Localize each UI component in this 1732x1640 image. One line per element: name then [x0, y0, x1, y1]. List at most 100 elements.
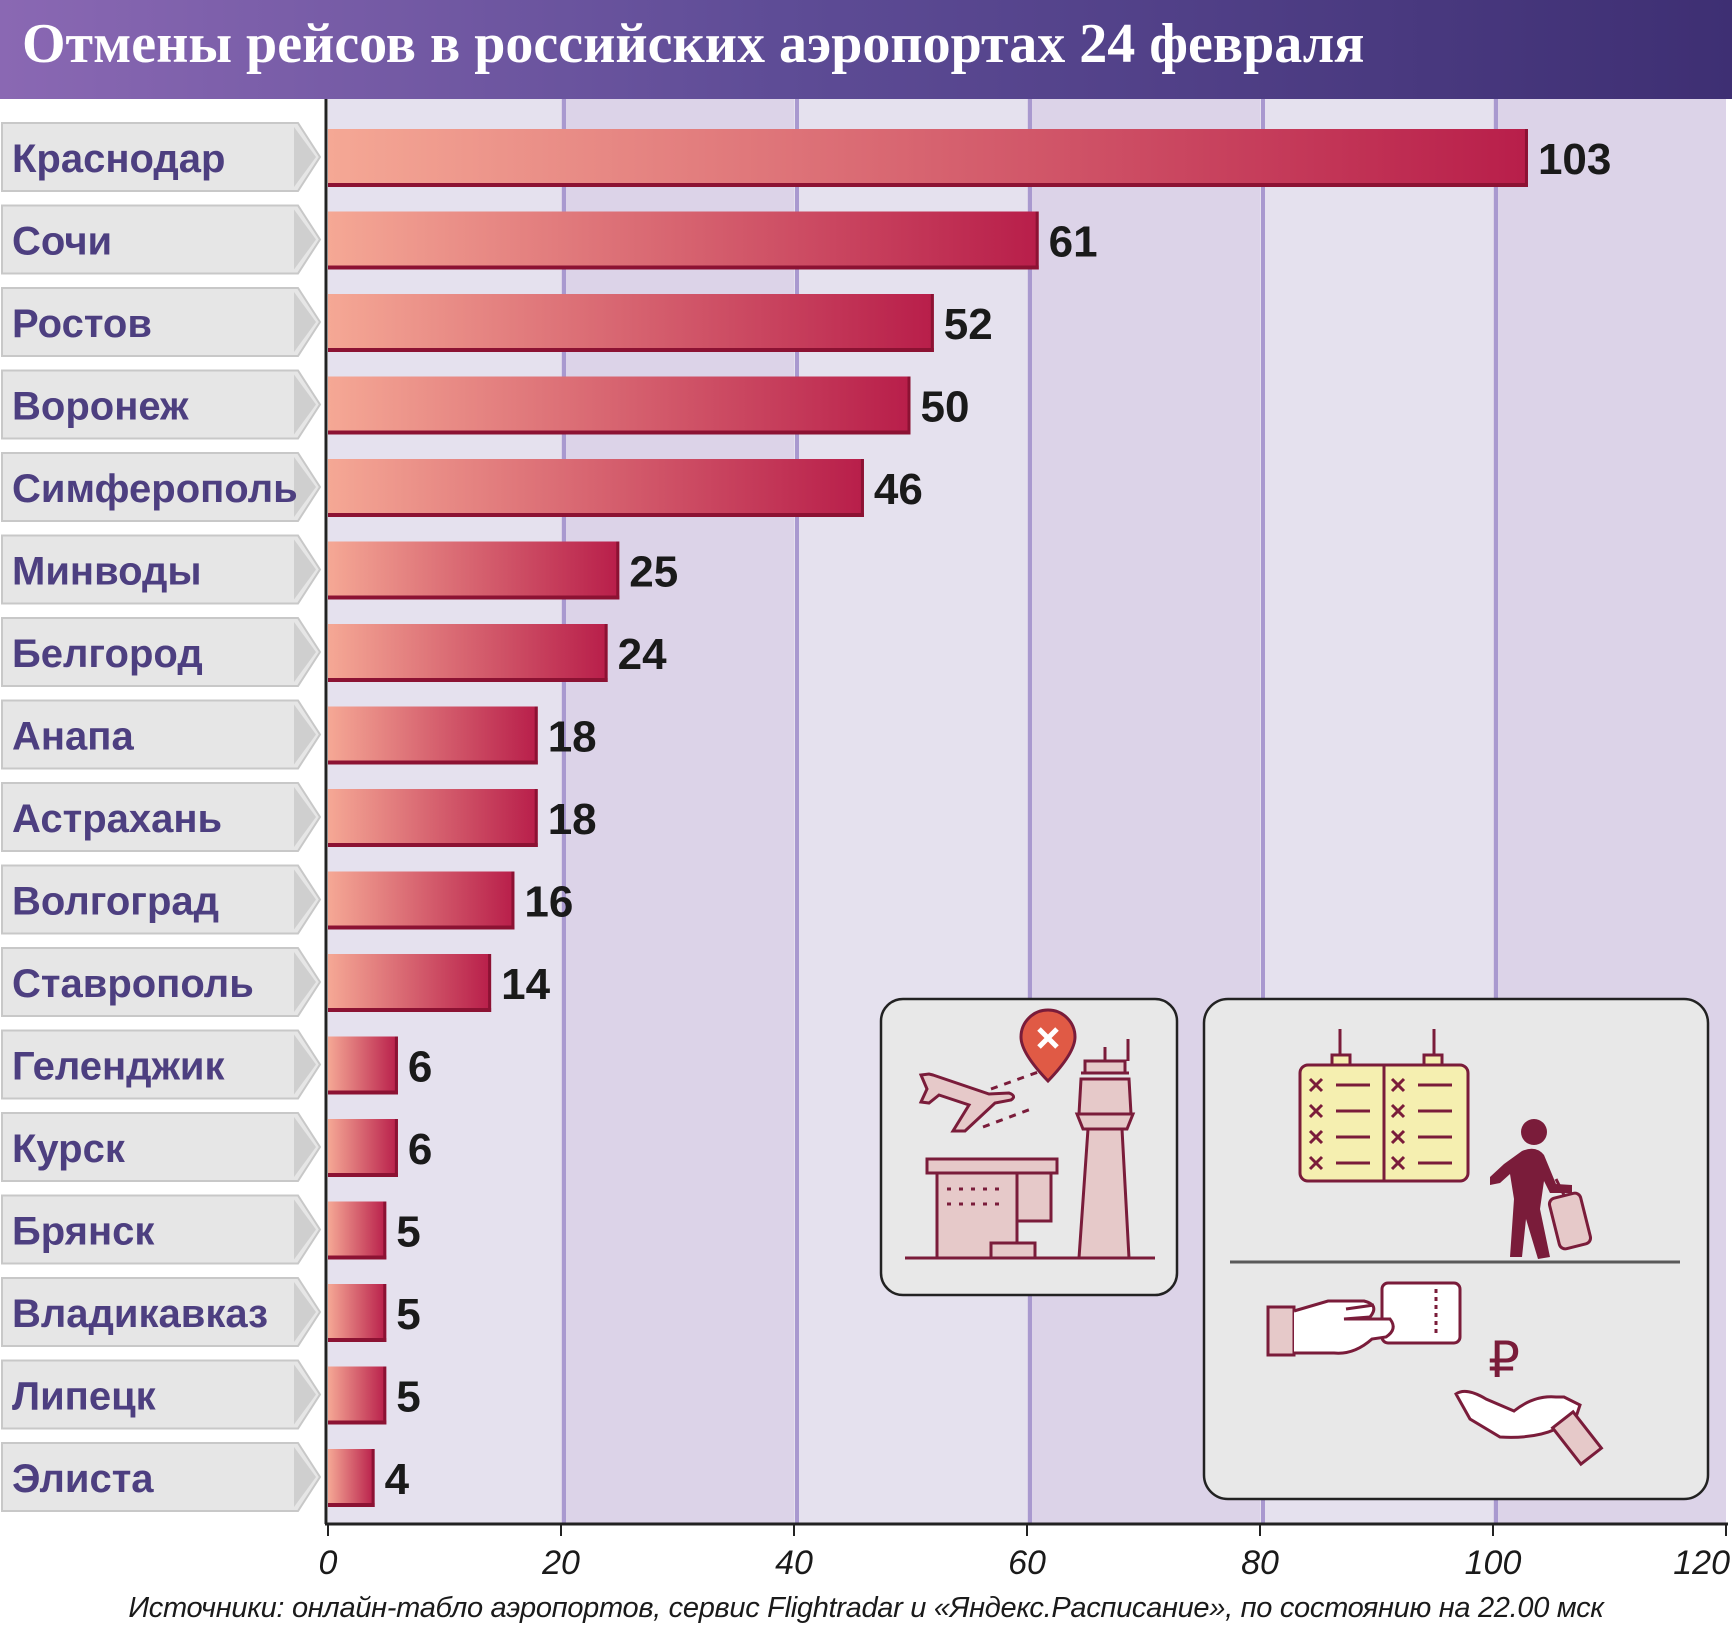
bar-shadow	[328, 1420, 387, 1425]
category-label-box	[1, 1277, 322, 1347]
bar	[328, 211, 1039, 270]
traveler-with-suitcase-icon	[1490, 1119, 1593, 1259]
value-label: 103	[1538, 135, 1611, 184]
bar-edge	[534, 789, 538, 847]
category-label-box	[1, 1029, 322, 1100]
category-label-box	[1, 1112, 322, 1182]
bars	[328, 129, 1528, 1507]
category-label-box	[1, 287, 322, 357]
label-box-arrow	[294, 457, 316, 517]
label-box-arrow	[294, 952, 316, 1012]
bar-edge	[616, 541, 620, 600]
category-label-box	[1, 204, 322, 275]
value-label: 5	[396, 1208, 420, 1257]
label-box-arrow	[294, 869, 316, 930]
category-label: Волгоград	[12, 880, 219, 924]
bar-edge	[1524, 129, 1528, 187]
label-box-arrow	[294, 622, 316, 682]
label-box-arrow	[294, 704, 316, 765]
category-label-boxes: Краснодар Сочи Ростов Воронеж Симферополь Мин…	[1, 122, 322, 1512]
value-label: 18	[548, 795, 597, 844]
category-label: Элиста	[12, 1457, 154, 1501]
bar	[328, 541, 620, 600]
chart: Краснодар Сочи Ростов Воронеж Симферополь Мин…	[1, 99, 1730, 1582]
title-bar: Отмены рейсов в российских аэропортах 24…	[0, 0, 1732, 99]
cancel-marker-icon	[1019, 1008, 1077, 1084]
category-label-box	[1, 122, 322, 192]
chart-title: Отмены рейсов в российских аэропортах 24…	[22, 13, 1365, 75]
category-label: Ростов	[12, 302, 152, 346]
category-label: Ставрополь	[12, 962, 254, 1006]
bar-edge	[383, 1201, 387, 1260]
airport-illustration-panel	[879, 997, 1179, 1297]
bar-shadow	[328, 513, 864, 517]
x-tick-label: 40	[775, 1544, 813, 1582]
bar-shadow	[328, 678, 608, 682]
ruble-symbol: ₽	[1488, 1331, 1520, 1389]
category-label-box	[1, 1442, 322, 1512]
bar-shadow	[328, 348, 934, 352]
bar-edge	[394, 1036, 398, 1095]
airplane-icon	[918, 1072, 1016, 1133]
label-box-arrow	[294, 1199, 316, 1260]
ticket-hand-icon	[1266, 1281, 1462, 1357]
value-label: 16	[524, 878, 573, 927]
bar-shadow	[328, 1503, 375, 1507]
value-label: 5	[396, 1373, 420, 1422]
bar	[328, 1119, 398, 1177]
label-box-arrow	[294, 209, 316, 270]
bar	[328, 459, 864, 517]
source-note: Источники: онлайн-табло аэропортов, серв…	[128, 1592, 1604, 1624]
category-label-box	[1, 782, 322, 852]
bar	[328, 789, 538, 847]
category-label-box	[1, 947, 322, 1017]
bar-edge	[511, 871, 515, 930]
bar-shadow	[328, 1255, 387, 1260]
bar-edge	[860, 459, 864, 517]
board-x-mark	[1390, 1077, 1406, 1093]
refund-hand-icon: ₽	[1454, 1331, 1604, 1467]
bar	[328, 129, 1528, 187]
bar-shadow	[328, 1008, 492, 1012]
value-label: 6	[408, 1125, 432, 1174]
bar-edge	[534, 706, 538, 765]
board-x-mark	[1308, 1077, 1324, 1093]
category-label: Брянск	[12, 1210, 155, 1254]
value-label: 46	[874, 465, 923, 514]
terminal-building-icon	[925, 1157, 1059, 1260]
x-tick-label: 80	[1241, 1544, 1279, 1582]
value-label: 52	[944, 300, 993, 349]
value-label: 24	[618, 630, 667, 679]
bar-shadow	[328, 760, 538, 765]
category-label: Курск	[12, 1127, 126, 1171]
bar	[328, 1201, 387, 1260]
refund-illustration-panel: ₽	[1202, 997, 1710, 1501]
category-label-box	[1, 534, 322, 605]
board-x-mark	[1390, 1129, 1406, 1145]
value-label: 4	[385, 1455, 410, 1504]
bar-edge	[604, 624, 608, 682]
x-tick-label: 120	[1673, 1544, 1730, 1582]
category-label: Симферополь	[12, 467, 298, 511]
bar	[328, 706, 538, 765]
value-label: 18	[548, 713, 597, 762]
category-label-box	[1, 1359, 322, 1430]
value-label: 25	[629, 548, 678, 597]
board-x-mark	[1308, 1129, 1324, 1145]
departure-board-icon	[1298, 1029, 1470, 1183]
bar-edge	[394, 1119, 398, 1177]
bar-edge	[383, 1284, 387, 1342]
value-label: 61	[1049, 218, 1098, 267]
label-box-arrow	[294, 1034, 316, 1095]
value-label: 50	[921, 383, 970, 432]
label-box-arrow	[294, 127, 316, 187]
x-tick-label: 100	[1465, 1544, 1522, 1582]
bar-shadow	[328, 265, 1039, 270]
category-label: Анапа	[12, 715, 134, 759]
category-label-box	[1, 1194, 322, 1265]
control-tower-icon	[1074, 1039, 1136, 1260]
bar-edge	[1035, 211, 1039, 270]
bar-shadow	[328, 183, 1528, 187]
label-box-arrow	[294, 374, 316, 435]
x-tick-label: 20	[541, 1544, 580, 1582]
